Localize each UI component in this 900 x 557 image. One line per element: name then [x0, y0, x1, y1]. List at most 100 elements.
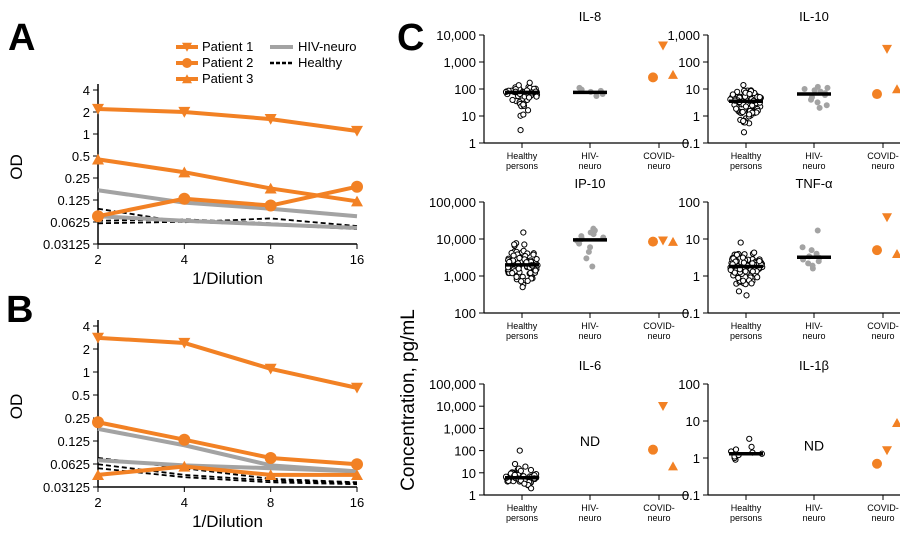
- cyto-0-healthy-point: [524, 107, 532, 114]
- cyto-1-ytick-label: 1,000: [667, 28, 700, 43]
- cyto-5-category-label: HIV-: [805, 503, 823, 513]
- cyto-0-category-label: persons: [506, 161, 539, 171]
- cyto-4-healthy-point: [517, 467, 524, 474]
- cyto-3-healthy-point: [748, 280, 755, 287]
- cyto-5-covid-point: [872, 458, 882, 469]
- cyto-1-ytick-label: 10: [686, 82, 700, 97]
- cyto-2-ytick-label: 100,000: [429, 195, 476, 210]
- cyto-3-healthy-point: [731, 269, 738, 276]
- cyto-2-healthy-point: [510, 252, 517, 259]
- cyto-3-category-label: Healthy: [731, 321, 762, 331]
- od-a-ytick-label: 0.5: [72, 149, 90, 164]
- cyto-2-healthy-point: [533, 255, 540, 263]
- panel-a-letter: A: [8, 17, 35, 59]
- legend-patient2-label: Patient 2: [202, 55, 253, 70]
- cyto-5-category-label: COVID-: [867, 503, 899, 513]
- cyto-3-title: TNF-α: [795, 176, 833, 191]
- cyto-2-healthy-point: [511, 241, 518, 248]
- cyto-1-healthy-point: [734, 88, 741, 95]
- cyto-2-category-label: Healthy: [507, 321, 538, 331]
- cyto-1-hiv-point: [801, 86, 808, 92]
- cyto-5-category-label: Healthy: [731, 503, 762, 513]
- cyto-5-title: IL-1β: [799, 358, 829, 373]
- cyto-2-hiv-point: [590, 225, 597, 232]
- od-b-y-axis-title: OD: [7, 394, 26, 420]
- legend-patient1-label: Patient 1: [202, 39, 253, 54]
- od-b-series-line: [97, 458, 358, 474]
- cyto-3-hiv-point: [809, 262, 816, 269]
- cyto-0-ytick-label: 10: [462, 109, 476, 124]
- cyto-2-category-label: persons: [506, 331, 539, 341]
- cyto-1-hiv-point: [814, 99, 821, 106]
- od-a-series-point: [178, 106, 191, 118]
- cyto-2-category-label: neuro: [578, 331, 601, 341]
- od-a-series-point: [351, 180, 363, 193]
- cyto-2-healthy-point: [532, 267, 539, 274]
- od-b-series-point: [178, 337, 191, 349]
- panel-b-letter: B: [6, 289, 33, 331]
- cyto-4-healthy-point: [527, 485, 535, 492]
- cyto-3-healthy-point: [735, 288, 743, 295]
- cyto-5-category-label: neuro: [802, 513, 825, 523]
- od-a-series-point: [92, 153, 104, 165]
- cyto-0-category-label: Healthy: [507, 151, 538, 161]
- od-b-series-point: [178, 460, 191, 472]
- cyto-5-category-label: neuro: [871, 513, 894, 523]
- cyto-3-healthy-point: [754, 274, 761, 281]
- cyto-3-healthy-point: [749, 268, 756, 275]
- cyto-5-healthy-point: [732, 446, 740, 453]
- cyto-2-hiv-point: [578, 233, 585, 240]
- cyto-4-ytick-label: 100: [454, 444, 476, 459]
- cyto-0-ytick-label: 100: [454, 82, 476, 97]
- cyto-3-healthy-point: [740, 259, 748, 266]
- od-b-series-point: [351, 382, 363, 394]
- cyto-5-ytick-label: 10: [686, 414, 700, 429]
- cyto-3-healthy-point: [737, 239, 744, 246]
- cyto-2-category-label: neuro: [647, 331, 670, 341]
- od-b-ytick-label: 4: [83, 319, 90, 334]
- cyto-1-healthy-point: [733, 105, 740, 112]
- cyto-2-healthy-point: [520, 229, 527, 236]
- od-a-xtick-label: 4: [181, 252, 188, 267]
- cyto-2-category-label: COVID-: [643, 321, 675, 331]
- cyto-0-healthy-point: [509, 96, 516, 104]
- cyto-2-healthy-point: [513, 273, 520, 281]
- cyto-1-healthy-point: [756, 94, 763, 101]
- cyto-2-covid-point: [658, 236, 668, 246]
- cyto-4-category-label: COVID-: [643, 503, 675, 513]
- cyto-5-ytick-label: 0.1: [682, 488, 700, 503]
- cyto-3-ytick-label: 0.1: [682, 306, 700, 321]
- cyto-4-healthy-point: [511, 460, 519, 468]
- cyto-3-hiv-point: [808, 247, 815, 254]
- cyto-0-ytick-label: 1,000: [443, 55, 476, 70]
- cyto-2-healthy-point: [519, 284, 526, 291]
- panel-a-od-chart: 4 2 1 0.5 0.25 0.125 0.0625 0.03125 2 4 8 16 1/Dilut…: [7, 83, 364, 288]
- cyto-4-category-label: neuro: [647, 513, 670, 523]
- cyto-4-nd-label: ND: [580, 433, 600, 449]
- cyto-1-healthy-point: [742, 103, 750, 110]
- cyto-2-healthy-point: [515, 265, 522, 272]
- od-b-series-point: [92, 416, 104, 429]
- cyto-1-healthy-point: [740, 117, 747, 125]
- cyto-2-healthy-point: [516, 254, 523, 262]
- od-a-series-point: [264, 113, 277, 125]
- cyto-5-healthy-point: [746, 435, 753, 442]
- od-b-series-line: [97, 464, 357, 477]
- cyto-2-category-label: HIV-: [581, 321, 599, 331]
- od-a-y-axis-title: OD: [7, 154, 26, 180]
- cyto-2-healthy-point: [509, 270, 516, 277]
- cyto-3-covid-point: [882, 213, 892, 223]
- panel-c-letter: C: [397, 17, 424, 59]
- od-b-xtick-label: 2: [94, 495, 101, 510]
- cyto-5-covid-point: [882, 446, 892, 456]
- cyto-4-title: IL-6: [579, 358, 601, 373]
- cyto-0-healthy-point: [525, 94, 533, 101]
- cyto-3-ytick-label: 1: [693, 269, 700, 284]
- od-b-series-point: [264, 363, 277, 375]
- cyto-0-title: IL-8: [579, 9, 601, 24]
- cyto-1-healthy-point: [746, 90, 753, 98]
- cyto-2-hiv-point: [587, 244, 594, 251]
- cyto-3-hiv-point: [814, 227, 821, 234]
- cyto-1-hiv-point: [816, 104, 823, 111]
